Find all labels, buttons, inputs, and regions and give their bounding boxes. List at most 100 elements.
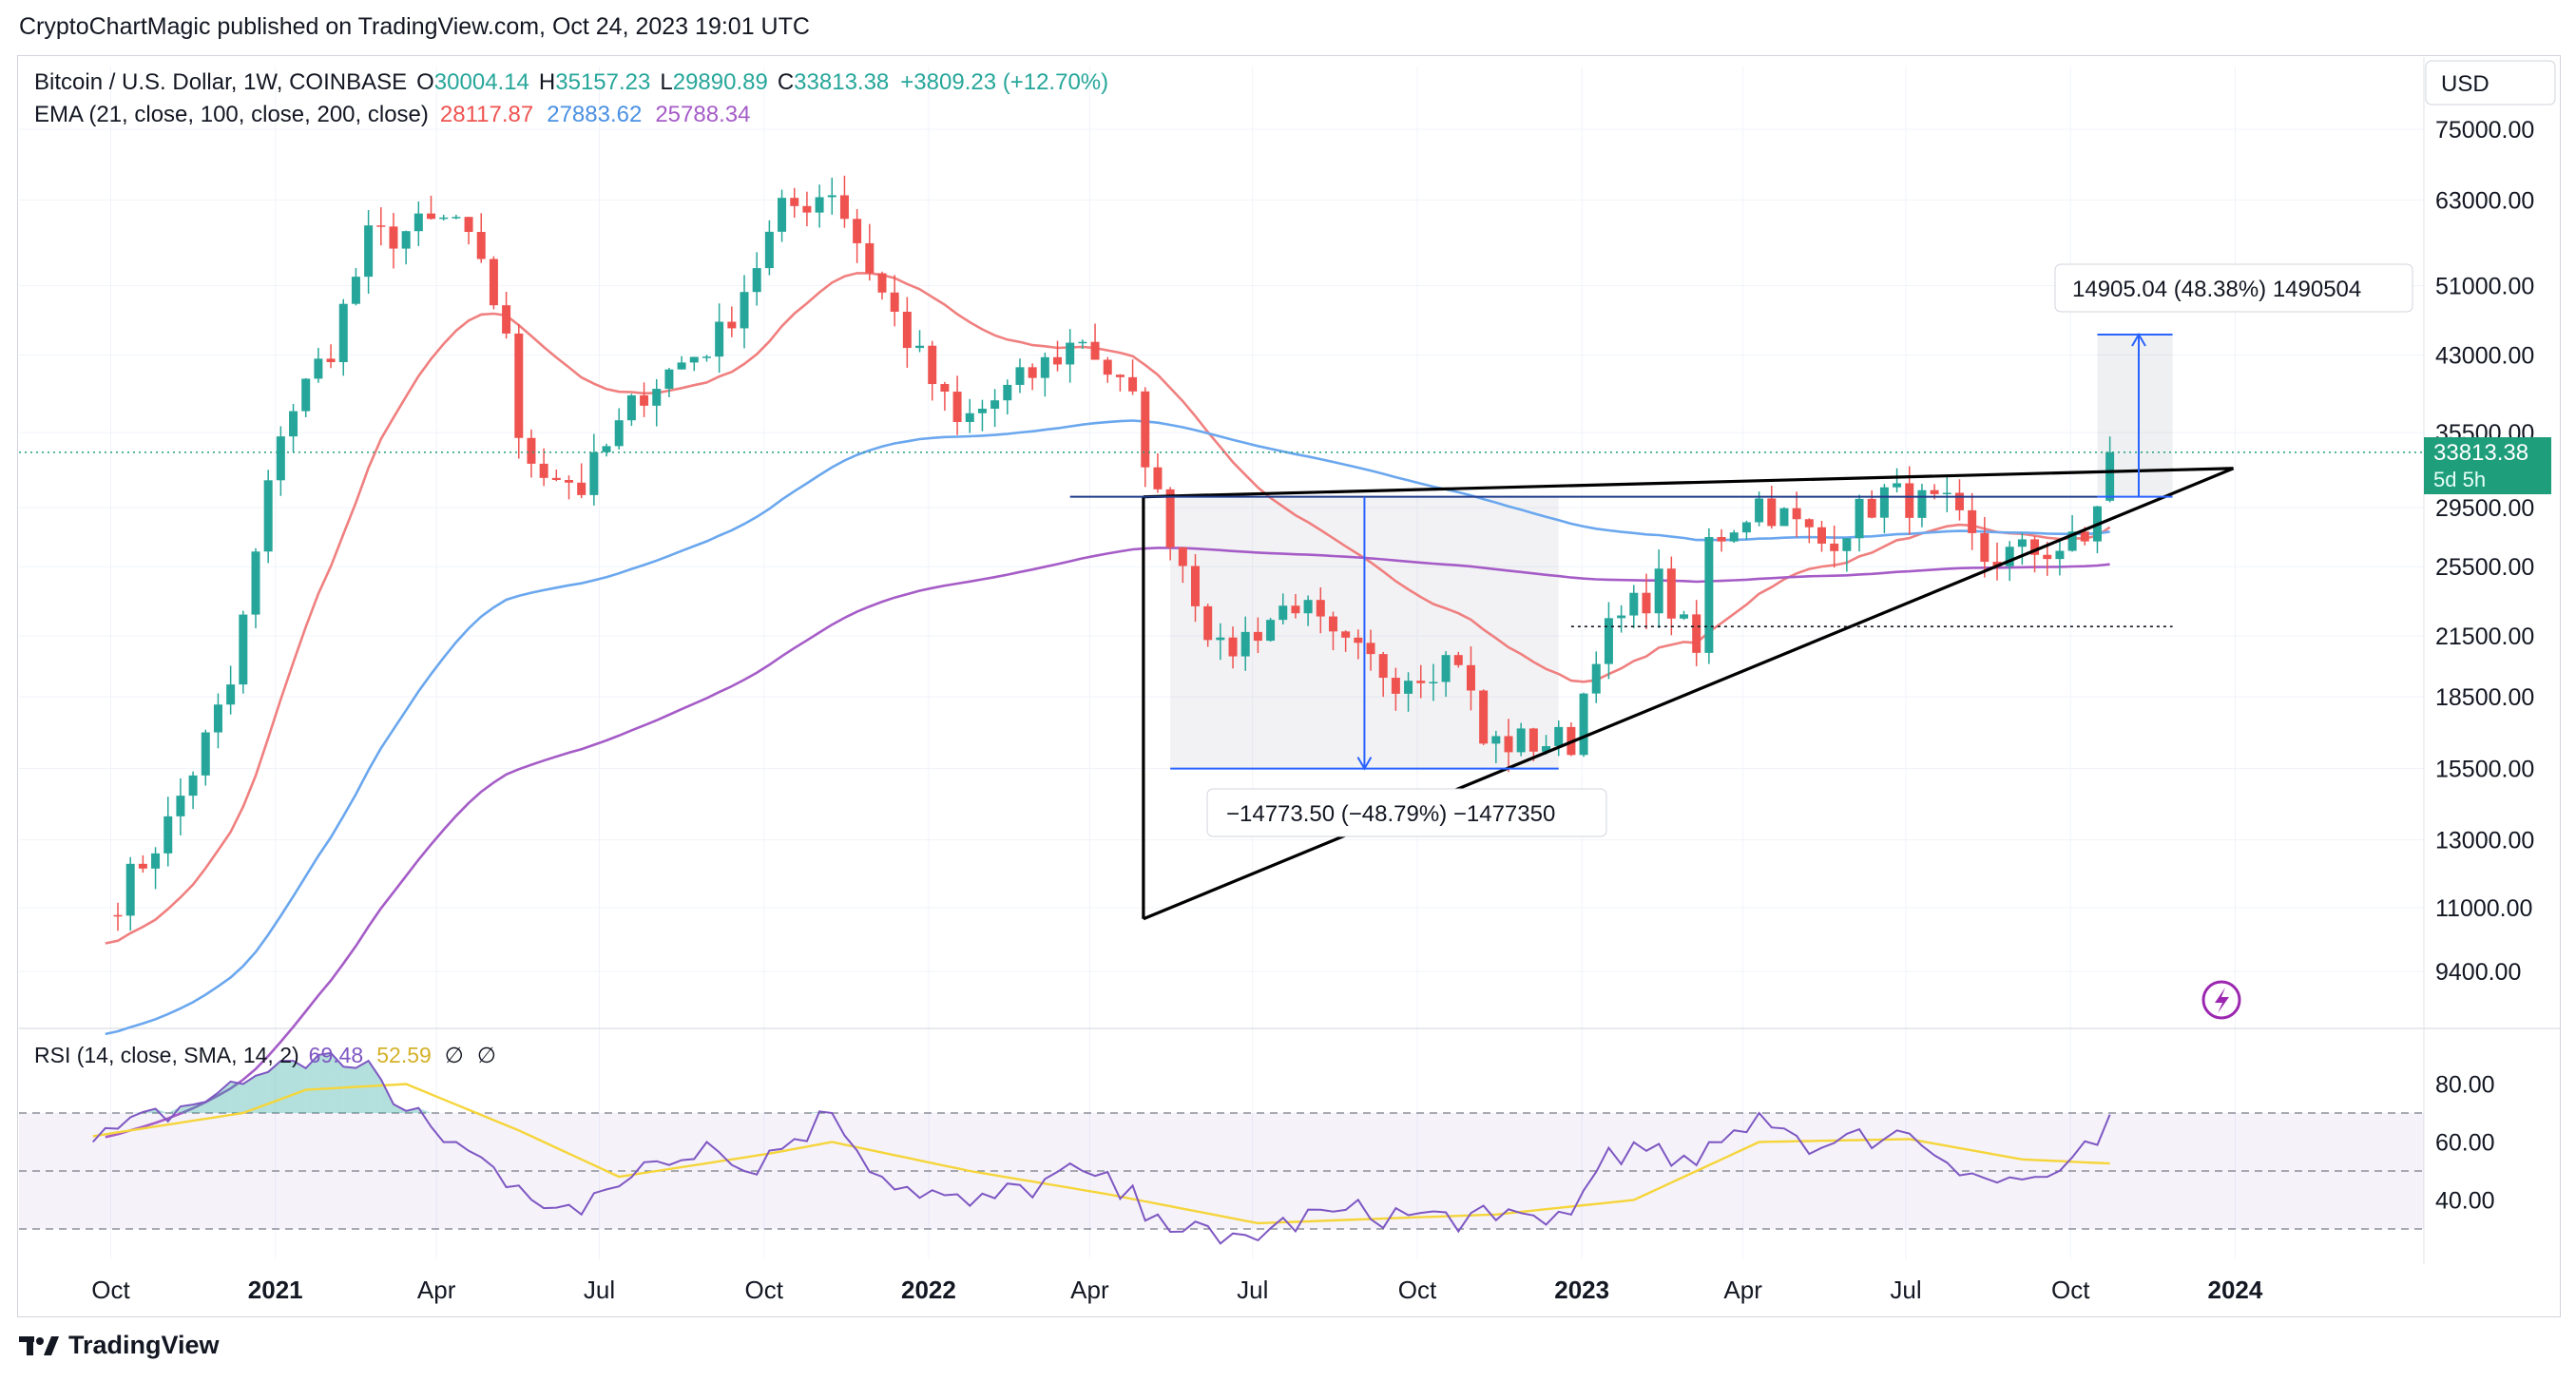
candle-body <box>1354 637 1363 643</box>
candle-body <box>1291 605 1300 614</box>
resistance-trendline <box>1143 467 2234 499</box>
candle-body <box>1404 681 1413 694</box>
candle-body <box>1053 356 1063 365</box>
candle-body <box>301 378 311 412</box>
rsi-overbought-fill <box>343 1066 356 1113</box>
candle-body <box>527 437 536 464</box>
candle-body <box>928 345 937 385</box>
currency-button[interactable]: USD <box>2425 60 2556 106</box>
candle-body <box>689 356 699 363</box>
candle-body <box>1391 678 1400 694</box>
time-tick-label: Oct <box>2051 1276 2090 1304</box>
candle-body <box>564 479 573 483</box>
candle-body <box>652 389 662 406</box>
candle-body <box>1917 489 1927 518</box>
time-tick-label: 2022 <box>901 1276 956 1304</box>
candle-body <box>1729 532 1739 542</box>
legend-symbol: Bitcoin / U.S. Dollar, 1W, COINBASE O3000… <box>34 69 1108 95</box>
candle-body <box>427 213 436 220</box>
candle-body <box>1717 537 1726 542</box>
candle-body <box>351 277 360 304</box>
candle-body <box>1992 562 2002 566</box>
candle-body <box>1516 728 1526 753</box>
candle-body <box>1253 631 1262 642</box>
candle-body <box>276 436 285 481</box>
candle-body <box>1466 664 1475 691</box>
price-tick-label: 21500.00 <box>2435 624 2534 650</box>
svg-text:14905.04 (48.38%) 1490504: 14905.04 (48.38%) 1490504 <box>2072 277 2361 302</box>
candle-body <box>1190 566 1200 606</box>
candle-body <box>489 259 498 306</box>
rsi-overbought-fill <box>205 1092 219 1113</box>
candle-body <box>1792 508 1801 520</box>
candle-body <box>138 863 147 869</box>
candle-body <box>1240 631 1250 657</box>
down-measure-label: −14773.50 (−48.79%) −1477350 <box>1206 788 1607 837</box>
candle-body <box>1893 483 1902 488</box>
candle-body <box>2017 539 2027 547</box>
price-tick-label: 18500.00 <box>2435 684 2534 711</box>
candle-body <box>464 217 473 233</box>
candle-body <box>502 305 511 334</box>
candle-body <box>401 231 411 249</box>
candle-body <box>1617 615 1626 619</box>
candle-body <box>1090 341 1100 360</box>
time-axis: Oct 2021 Apr Jul Oct 2022 Apr Jul Oct 2023 Apr Jul O… <box>91 1276 2263 1304</box>
rsi-overbought-fill <box>806 1111 820 1113</box>
candle-body <box>1692 614 1701 653</box>
candle-body <box>1968 509 1977 533</box>
price-axis: 75000.0063000.0051000.0043000.0035500.00… <box>2435 117 2534 986</box>
candle-body <box>1930 489 1939 494</box>
candle-body <box>677 362 686 370</box>
candle-body <box>602 446 611 452</box>
candle-body <box>364 225 374 278</box>
candle-body <box>727 321 737 329</box>
candle-body <box>188 775 198 797</box>
candle-body <box>1905 483 1914 518</box>
candle-body <box>413 213 423 232</box>
rsi-line <box>91 1051 2111 1245</box>
candle-body <box>1278 605 1288 621</box>
candle-body <box>1341 631 1351 638</box>
rsi-overbought-fill <box>255 1071 269 1113</box>
tradingview-logo[interactable]: TradingView <box>19 1331 220 1360</box>
candle-body <box>2055 550 2065 560</box>
candle-body <box>1153 467 1163 489</box>
candle-body <box>2080 531 2089 542</box>
candle-body <box>2105 451 2115 501</box>
candle-body <box>1942 492 1951 494</box>
price-tick-label: 13000.00 <box>2435 828 2534 854</box>
candle-body <box>1066 342 1075 365</box>
candle-body <box>1666 568 1676 619</box>
time-tick-label: Apr <box>1070 1276 1109 1304</box>
candle-body <box>251 551 260 615</box>
candles <box>113 175 2115 931</box>
candle-body <box>1453 655 1463 665</box>
candle-body <box>1441 655 1451 682</box>
candle-body <box>1879 487 1889 518</box>
candle-body <box>1804 519 1814 528</box>
candle-body <box>1303 600 1313 614</box>
price-tick-label: 11000.00 <box>2435 895 2532 922</box>
rsi-overbought-fill <box>317 1052 332 1113</box>
candle-body <box>1328 616 1337 632</box>
candle-body <box>1954 492 1964 510</box>
lightning-icon[interactable] <box>2201 980 2241 1020</box>
candle-body <box>1216 637 1225 641</box>
candle-body <box>1028 367 1037 378</box>
candle-body <box>1003 384 1012 401</box>
candle-body <box>314 358 323 379</box>
rsi-tick-label: 60.00 <box>2435 1130 2495 1157</box>
ema-lines <box>105 272 2111 1139</box>
candle-body <box>1830 543 1839 551</box>
candle-body <box>1115 374 1125 377</box>
legend-ema: EMA (21, close, 100, close, 200, close) 2… <box>34 102 750 127</box>
price-tick-label: 9400.00 <box>2435 959 2521 986</box>
up-measure-label: 14905.04 (48.38%) 1490504 <box>2054 263 2413 313</box>
time-tick-label: Jul <box>584 1276 615 1304</box>
candle-body <box>1040 356 1049 378</box>
candle-body <box>890 292 899 312</box>
candle-body <box>2043 554 2052 560</box>
candle-body <box>1015 367 1025 385</box>
